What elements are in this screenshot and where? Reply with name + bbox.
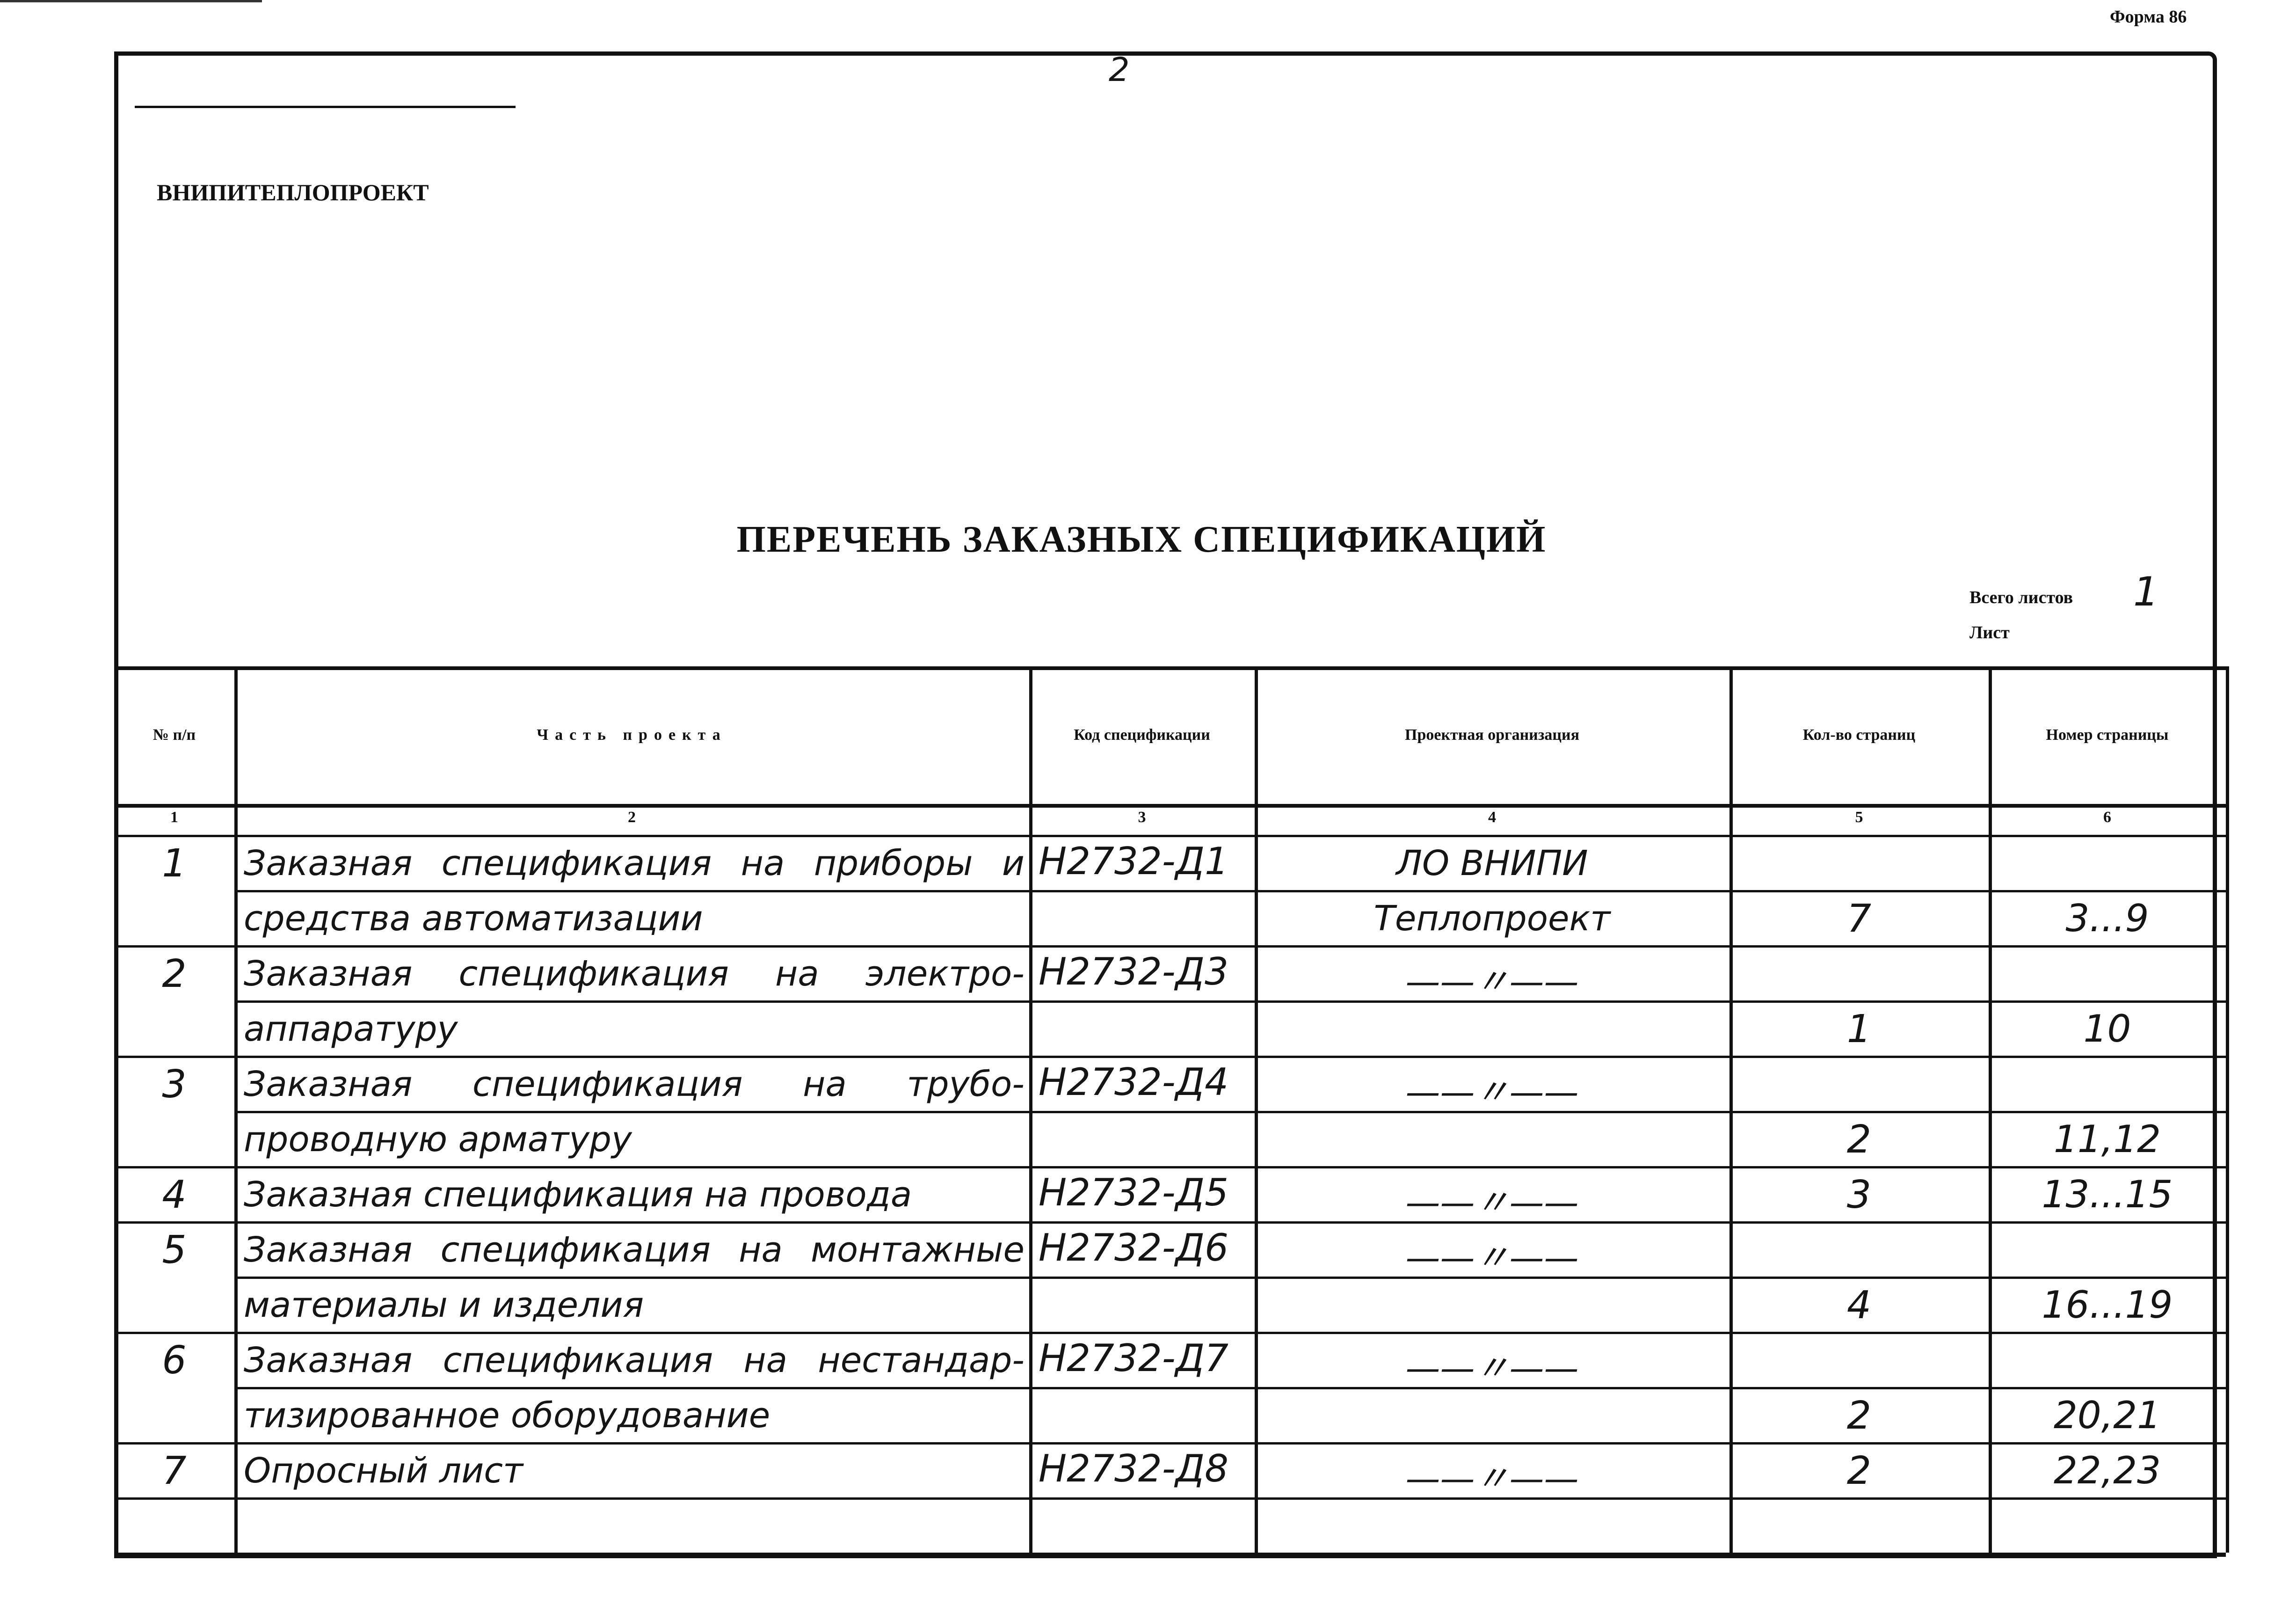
page-numbers: 20,21 <box>2053 1394 2161 1437</box>
page-numbers: 22,23 <box>2053 1449 2161 1492</box>
column-number: 1 <box>170 809 178 826</box>
column-divider <box>1029 666 1032 1553</box>
specification-code: Н2732-Д6 <box>1039 1226 1229 1270</box>
project-part-text: Заказная спецификация на провода <box>244 1175 912 1215</box>
column-header: Код спецификации <box>1074 726 1210 744</box>
page-numbers: 13...15 <box>2042 1173 2173 1216</box>
column-divider <box>1255 666 1258 1553</box>
document-title: ПЕРЕЧЕНЬ ЗАКАЗНЫХ СПЕЦИФИКАЦИЙ <box>736 519 1547 560</box>
specification-code: Н2732-Д7 <box>1039 1336 1229 1380</box>
page-number: 2 <box>1109 51 1130 89</box>
page-numbers: 11,12 <box>2053 1117 2161 1161</box>
sheet-label: Лист <box>1969 623 2010 642</box>
row-number: 2 <box>162 952 187 996</box>
row-number: 7 <box>162 1449 187 1493</box>
pages-count: 2 <box>1846 1449 1872 1493</box>
row-divider <box>114 1056 2226 1058</box>
specification-code: Н2732-Д4 <box>1039 1060 1229 1104</box>
column-number: 3 <box>1138 809 1146 826</box>
pages-count: 7 <box>1846 897 1872 941</box>
column-header: Номер страницы <box>2046 726 2169 744</box>
column-divider <box>1989 666 1992 1553</box>
column-header: № п/п <box>153 726 196 744</box>
column-header: Проектная организация <box>1405 726 1579 744</box>
row-number: 1 <box>162 841 187 886</box>
row-number: 3 <box>162 1062 187 1107</box>
row-number: 4 <box>162 1173 187 1217</box>
header-bottom-border <box>114 804 2226 808</box>
total-sheets-label: Всего листов <box>1969 588 2073 607</box>
pages-count: 2 <box>1846 1117 1872 1162</box>
row-divider <box>114 1166 2226 1168</box>
row-number: 5 <box>162 1228 187 1272</box>
project-part-text: средства автоматизации <box>244 898 703 939</box>
row-number: 6 <box>162 1338 187 1383</box>
table-bottom-border <box>114 1553 2226 1557</box>
design-organization: ——〃—— <box>1405 1072 1579 1112</box>
page-numbers: 16...19 <box>2042 1283 2173 1327</box>
project-part-text: Заказная спецификация на нестандар- <box>244 1340 1024 1380</box>
form-label: Форма 86 <box>2110 7 2187 27</box>
row-divider <box>114 1442 2226 1445</box>
column-number: 6 <box>2103 809 2111 826</box>
design-organization: ——〃—— <box>1405 962 1579 1002</box>
project-part-text: проводную арматуру <box>244 1119 632 1160</box>
design-organization: ——〃—— <box>1405 1238 1579 1278</box>
row-divider <box>114 1497 2226 1500</box>
pages-count: 2 <box>1846 1394 1872 1438</box>
line-divider <box>234 1277 2226 1279</box>
line-divider <box>234 1111 2226 1113</box>
page-numbers: 3...9 <box>2065 897 2149 940</box>
design-organization: ——〃—— <box>1405 1348 1579 1388</box>
project-part-text: Заказная спецификация на трубо- <box>244 1064 1024 1104</box>
project-part-text: тизированное оборудование <box>244 1395 770 1436</box>
column-number-border <box>114 835 2226 837</box>
design-organization: Теплопроект <box>1373 898 1611 939</box>
project-part-text: Заказная спецификация на приборы и <box>244 843 1024 883</box>
row-divider <box>114 1332 2226 1334</box>
column-number: 5 <box>1855 809 1863 826</box>
design-organization: ——〃—— <box>1405 1459 1579 1499</box>
design-organization: ЛО ВНИПИ <box>1396 843 1588 883</box>
total-sheets-value: 1 <box>2133 569 2159 615</box>
line-divider <box>234 1000 2226 1003</box>
organization-name: ВНИПИТЕПЛОПРОЕКТ <box>157 179 429 205</box>
pages-count: 1 <box>1846 1007 1872 1051</box>
design-organization: ——〃—— <box>1405 1182 1579 1223</box>
specification-code: Н2732-Д1 <box>1039 839 1229 883</box>
column-divider <box>234 666 238 1553</box>
column-header: Часть проекта <box>537 726 727 744</box>
specification-code: Н2732-Д3 <box>1039 950 1229 993</box>
project-part-text: аппаратуру <box>244 1009 458 1049</box>
header-underline <box>135 106 516 108</box>
specification-code: Н2732-Д8 <box>1039 1447 1229 1490</box>
line-divider <box>234 890 2226 892</box>
project-part-text: Заказная спецификация на монтажные <box>244 1230 1024 1270</box>
row-divider <box>114 1221 2226 1224</box>
line-divider <box>234 1387 2226 1389</box>
row-divider <box>114 945 2226 948</box>
project-part-text: материалы и изделия <box>244 1285 644 1325</box>
column-divider <box>1729 666 1733 1553</box>
project-part-text: Опросный лист <box>244 1451 523 1491</box>
table-right-border <box>2226 666 2229 1553</box>
table-top-border <box>114 666 2226 670</box>
page-numbers: 10 <box>2083 1007 2131 1051</box>
project-part-text: Заказная спецификация на электро- <box>244 954 1024 994</box>
pages-count: 4 <box>1846 1283 1872 1328</box>
column-header: Кол-во страниц <box>1802 726 1916 744</box>
column-number: 4 <box>1488 809 1496 826</box>
pages-count: 3 <box>1846 1173 1872 1217</box>
specification-code: Н2732-Д5 <box>1039 1171 1229 1214</box>
top-edge-line <box>0 0 262 2</box>
column-number: 2 <box>628 809 636 826</box>
